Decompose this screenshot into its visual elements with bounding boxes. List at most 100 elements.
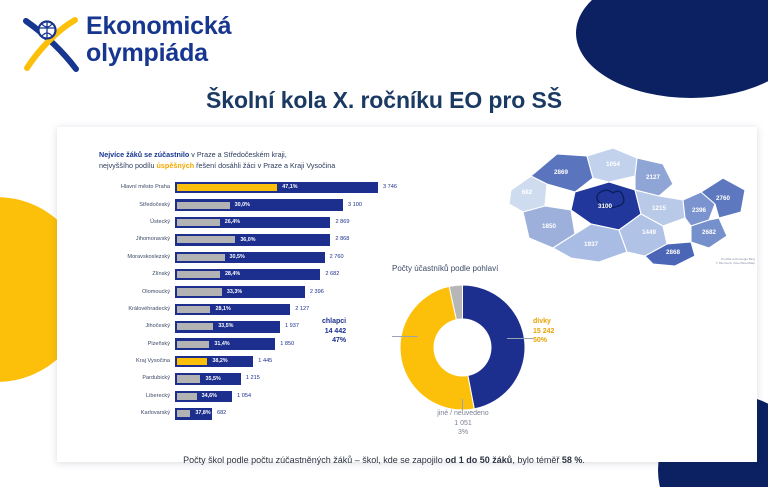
bar-row: Zlínský 28,4% 2 682 (99, 266, 429, 283)
donut-label-girls-value: 15 242 (533, 327, 555, 335)
map-svg: 682 2869 1054 2127 3100 1215 1850 1937 1449 2396 2… (508, 147, 746, 266)
bar-success-segment (177, 392, 197, 400)
donut-label-boys-value: 14 442 (324, 327, 347, 335)
bar-label: Olomoucký (142, 288, 170, 295)
donut-label-other-percent: 3% (457, 429, 469, 436)
bar-value-label: 1 937 (284, 323, 299, 330)
bar-row: Olomoucký 33,3% 2 396 (99, 283, 429, 300)
bar-success-segment (177, 218, 220, 227)
donut-label-other-value: 1 051 (454, 419, 472, 427)
bar-row: Pardubický 35,5% 1 215 (99, 370, 429, 387)
map-region (596, 189, 625, 209)
bar-value-label: 2 868 (335, 236, 350, 243)
bar-success-segment (177, 288, 222, 296)
map-credit: Použitá technologie Bing © Microsoft, Op… (716, 257, 755, 265)
donut-label-boys-name: chlapci (322, 318, 347, 325)
donut-label-girls-name: dívky (533, 318, 551, 325)
decorative-navy-ellipse-top-right (576, 0, 768, 98)
bar-track: 35,5% (175, 373, 241, 385)
bar-label: Liberecký (146, 392, 170, 399)
map-region-value: 2868 (666, 249, 681, 256)
bar-track: 37,8% (175, 408, 212, 420)
bar-track: 33,3% (175, 286, 305, 298)
bar-total-segment (175, 390, 233, 403)
bar-success-segment (177, 305, 211, 314)
donut-label-girls-percent: 50% (533, 337, 548, 344)
donut-slice (462, 284, 526, 410)
bar-value-label: 3 100 (347, 201, 362, 208)
map-region-value: 3100 (598, 203, 613, 210)
page-title: Školní kola X. ročníku EO pro SŠ (206, 87, 562, 113)
globe-crossed-curves-icon (23, 17, 79, 72)
subtitle-rest-line1: v Praze a Středočeském kraji, (189, 150, 287, 159)
bar-row: Jihočeský 33,5% 1 937 (99, 318, 429, 335)
bar-percent-label: 38,2% (212, 358, 228, 365)
logo-line-2: olympiáda (86, 39, 208, 67)
bar-percent-label: 37,8% (195, 410, 211, 417)
donut-label-other-name: jiné / neuvedeno (437, 410, 489, 417)
bar-success-segment (177, 201, 230, 209)
map-region-value: 2127 (646, 174, 661, 181)
bar-total-segment (175, 251, 325, 263)
bar-success-segment (177, 410, 191, 418)
bar-success-segment (177, 236, 236, 244)
czech-regions-map: 682 2869 1054 2127 3100 1215 1850 1937 1449 2396 2… (487, 134, 759, 266)
bar-percent-label: 33,5% (218, 323, 234, 330)
bar-percent-label: 31,4% (214, 340, 230, 347)
bar-value-label: 2 869 (335, 218, 350, 225)
subtitle-line2-post: řešení dosáhli žáci v Praze a Kraji Vyso… (194, 161, 336, 171)
bar-row: Liberecký 34,6% 1 054 (99, 388, 429, 405)
regions-bar-chart: Hlavní město Praha 47,1% 3 746 Středočeský 3… (99, 179, 429, 422)
bar-percent-label: 30,5% (229, 253, 245, 260)
logo: Ekonomická olympiáda (16, 11, 268, 77)
bar-label: Plzeňský (147, 340, 170, 347)
map-region-value: 2760 (716, 195, 731, 202)
bar-success-segment (177, 253, 225, 261)
map-region-value: 2869 (554, 169, 569, 176)
footer-note: Počty škol podle počtu zúčastněných žáků… (0, 455, 768, 465)
map-region-value: 1054 (606, 161, 621, 168)
bar-track: 33,5% (175, 321, 280, 333)
bar-value-label: 1 445 (258, 358, 273, 365)
bar-label: Ústecký (150, 218, 170, 225)
map-region-value: 1215 (652, 205, 667, 212)
bar-value-label: 2 682 (325, 271, 340, 278)
bar-total-segment (175, 303, 291, 316)
bar-value-label: 2 760 (329, 253, 344, 260)
donut-leader-girls (507, 338, 533, 339)
bar-percent-label: 36,0% (240, 236, 256, 243)
map-region-value: 1937 (584, 241, 599, 248)
bar-track: 30,5% (175, 251, 325, 263)
bar-value-label: 1 850 (280, 340, 295, 347)
bar-success-segment (177, 340, 210, 348)
bar-percent-label: 28,4% (224, 271, 241, 278)
bar-success-segment (177, 184, 278, 192)
bar-value-label: 1 054 (237, 392, 252, 399)
bar-label: Hlavní město Praha (120, 184, 170, 191)
bar-total-segment (175, 373, 241, 385)
bar-success-segment (177, 271, 220, 279)
bar-track: 36,0% (175, 234, 331, 246)
bar-success-segment (177, 323, 214, 331)
bar-track: 28,4% (175, 268, 321, 281)
bar-label: Pardubický (142, 375, 170, 382)
bar-row: Královéhradecký 28,1% 2 127 (99, 301, 429, 318)
bar-row: Ústecký 26,4% 2 869 (99, 214, 429, 231)
subtitle: Nejvíce žáků se zúčastnilo v Praze a Stř… (99, 149, 429, 172)
bar-percent-label: 26,4% (224, 219, 241, 226)
bar-row: Plzeňský 31,4% 1 850 (99, 336, 429, 353)
bar-label: Královéhradecký (128, 305, 170, 312)
bar-track: 28,1% (175, 303, 291, 316)
bar-percent-label: 28,1% (215, 306, 231, 313)
bar-success-segment (177, 358, 208, 366)
footer-bold-1: od 1 do 50 žáků (445, 455, 513, 465)
gender-donut-chart (399, 284, 526, 411)
bar-label: Jihomoravský (135, 236, 170, 243)
footer-post: . (582, 455, 585, 465)
map-region-value: 2682 (702, 229, 717, 236)
subtitle-bold-lead: Nejvíce žáků se zúčastnilo (99, 150, 190, 159)
bar-track: 26,4% (175, 216, 331, 229)
bar-total-segment (175, 338, 276, 350)
donut-leader-other (462, 399, 464, 411)
